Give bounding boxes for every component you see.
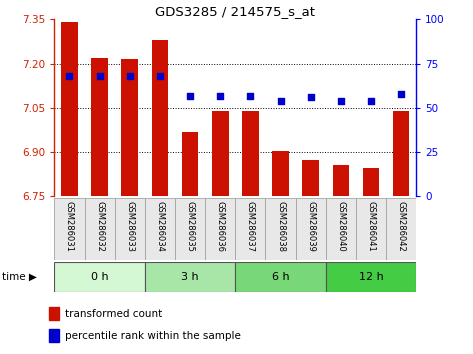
Text: 0 h: 0 h <box>91 272 108 282</box>
Bar <box>61 22 78 196</box>
Bar <box>242 111 259 196</box>
Bar <box>54 198 85 260</box>
Text: GSM286032: GSM286032 <box>95 201 104 252</box>
Bar <box>356 198 386 260</box>
Bar <box>91 58 108 196</box>
Point <box>277 98 284 104</box>
Bar <box>145 262 235 292</box>
Bar <box>182 132 198 196</box>
Bar <box>85 198 114 260</box>
Bar <box>145 198 175 260</box>
Text: 3 h: 3 h <box>181 272 199 282</box>
Point <box>397 91 405 97</box>
Text: GSM286033: GSM286033 <box>125 201 134 252</box>
Bar <box>302 160 319 196</box>
Bar <box>175 198 205 260</box>
Point <box>96 73 104 79</box>
Bar <box>363 169 379 196</box>
Bar <box>205 198 235 260</box>
Text: 12 h: 12 h <box>359 272 384 282</box>
Point <box>156 73 164 79</box>
Point <box>337 98 345 104</box>
Text: GSM286041: GSM286041 <box>367 201 376 252</box>
Text: time ▶: time ▶ <box>2 272 37 282</box>
Point <box>126 73 133 79</box>
Text: GSM286040: GSM286040 <box>336 201 345 252</box>
Bar <box>49 307 59 320</box>
Text: GSM286039: GSM286039 <box>306 201 315 252</box>
Bar <box>114 198 145 260</box>
Text: GSM286035: GSM286035 <box>185 201 194 252</box>
Text: GSM286042: GSM286042 <box>397 201 406 252</box>
Point <box>246 93 254 98</box>
Bar <box>393 111 410 196</box>
Bar <box>333 165 349 196</box>
Bar <box>49 330 59 342</box>
Text: transformed count: transformed count <box>65 309 163 319</box>
Title: GDS3285 / 214575_s_at: GDS3285 / 214575_s_at <box>155 5 315 18</box>
Text: GSM286036: GSM286036 <box>216 201 225 252</box>
Text: percentile rank within the sample: percentile rank within the sample <box>65 331 241 341</box>
Point <box>186 93 194 98</box>
Bar <box>386 198 416 260</box>
Point <box>307 95 315 100</box>
Bar <box>326 198 356 260</box>
Bar <box>296 198 326 260</box>
Text: GSM286031: GSM286031 <box>65 201 74 252</box>
Point <box>217 93 224 98</box>
Point <box>66 73 73 79</box>
Bar <box>272 151 289 196</box>
Text: GSM286034: GSM286034 <box>156 201 165 252</box>
Text: GSM286037: GSM286037 <box>246 201 255 252</box>
Bar <box>54 262 145 292</box>
Point <box>367 98 375 104</box>
Bar <box>152 40 168 196</box>
Bar <box>265 198 296 260</box>
Text: GSM286038: GSM286038 <box>276 201 285 252</box>
Bar <box>235 262 326 292</box>
Bar <box>212 111 228 196</box>
Bar <box>122 59 138 196</box>
Text: 6 h: 6 h <box>272 272 289 282</box>
Bar <box>326 262 416 292</box>
Bar <box>235 198 265 260</box>
